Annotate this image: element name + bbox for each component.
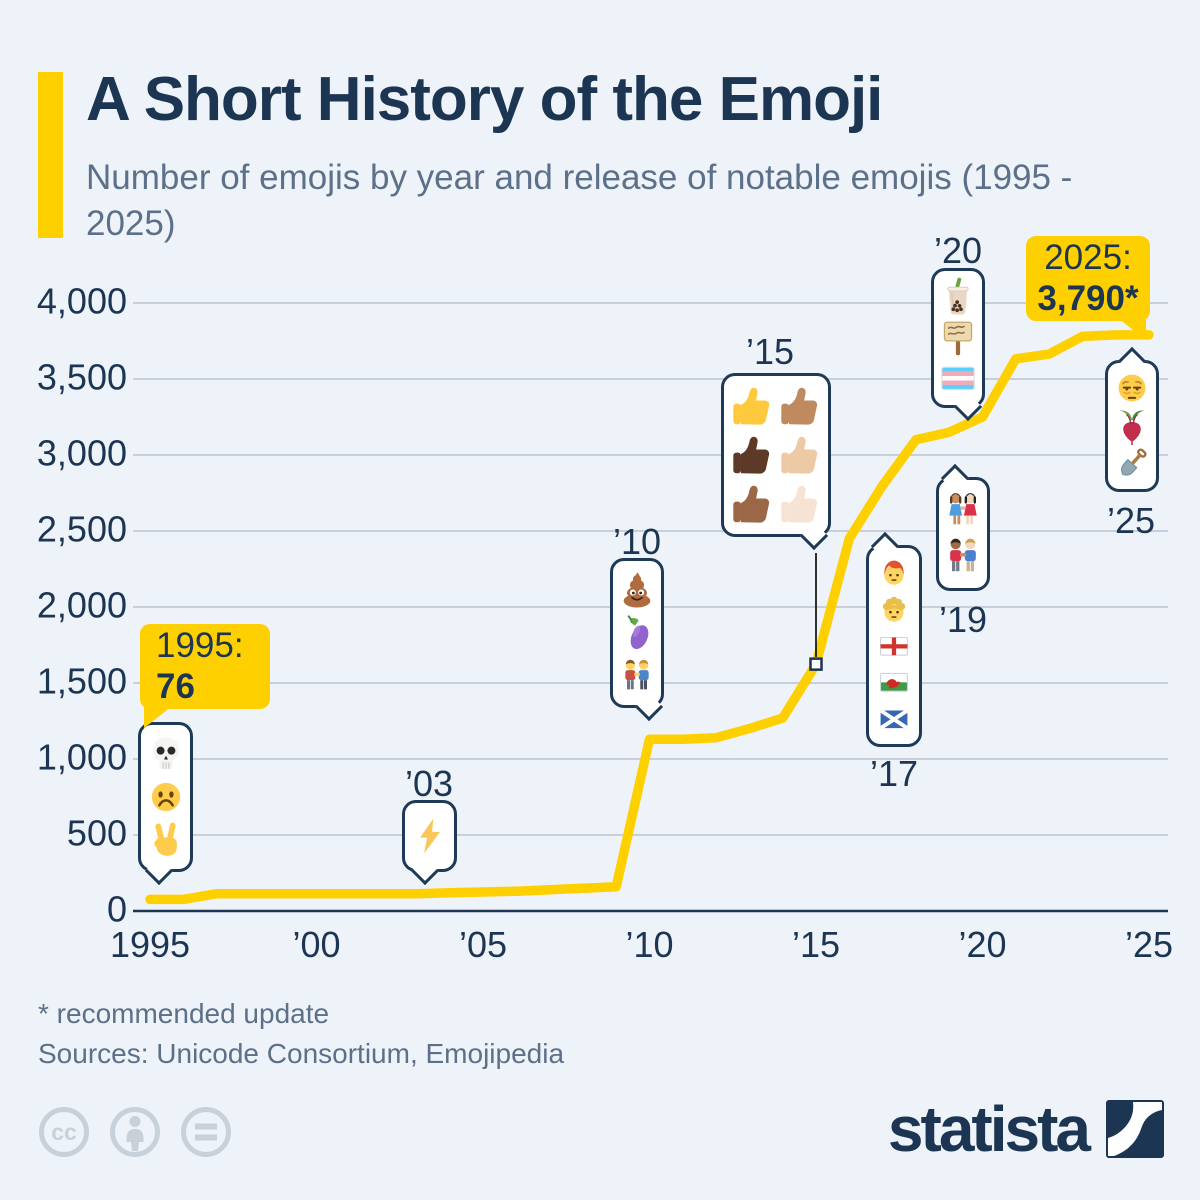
milestone-callout-2015 [721, 373, 831, 551]
milestone-callout-2017 [866, 531, 922, 747]
beetroot-icon [1113, 407, 1151, 445]
equals-icon [181, 1107, 231, 1157]
thumbs-up-icon-default [729, 383, 775, 429]
high-voltage-icon [410, 816, 450, 856]
frowning-face-icon [146, 777, 186, 817]
end-value-number: 3,790* [1037, 279, 1139, 318]
y-tick-label: 0 [106, 888, 127, 930]
start-value-year: 1995: [156, 626, 244, 665]
x-tick-label: ’15 [791, 924, 841, 965]
men-holding-hands-icon [617, 656, 657, 696]
thumbs-up-icon-medium-light [777, 432, 823, 478]
start-value-label: 1995: 76 [140, 624, 270, 728]
end-value-year: 2025: [1044, 238, 1132, 277]
thumbs-up-icon-light [777, 481, 823, 527]
sources: Sources: Unicode Consortium, Emojipedia [38, 1038, 565, 1069]
x-tick-label: 1995 [109, 924, 191, 965]
transgender-flag-icon [937, 358, 979, 399]
milestone-callout-2020 [931, 268, 985, 422]
person-curly-hair-icon [877, 593, 911, 627]
cc-icon: cc [39, 1107, 89, 1157]
attribution-icon [110, 1107, 160, 1157]
x-tick-label: ’20 [958, 924, 1007, 965]
page-subtitle: Number of emojis by year and release of … [86, 158, 1073, 243]
milestone-year-label-2019: ’19 [938, 599, 988, 640]
milestone-callout-2003 [402, 800, 457, 886]
data-point-marker-2015 [809, 657, 823, 671]
person-red-hair-icon [877, 556, 911, 590]
x-tick-label: ’10 [625, 924, 674, 965]
footnote: * recommended update [38, 998, 330, 1029]
x-tick-label: ’05 [458, 924, 508, 965]
victory-hand-icon [146, 820, 186, 860]
milestone-year-label-2003: ’03 [404, 763, 454, 804]
milestone-year-label-2015: ’15 [745, 331, 795, 372]
y-tick-label: 4,000 [36, 280, 127, 322]
bubble-tea-icon [937, 277, 979, 318]
thumbs-up-icon-medium [777, 383, 823, 429]
milestone-callout-2025 [1105, 346, 1159, 492]
shovel-icon [1113, 445, 1151, 483]
milestone-year-label-2025: ’25 [1106, 500, 1156, 541]
statista-logo-text: statista [887, 1093, 1091, 1165]
statista-branding: statista [887, 1093, 1164, 1165]
license-icons: cc [38, 1104, 262, 1165]
emoji-count-line [145, 330, 1154, 905]
svg-text:cc: cc [51, 1119, 77, 1145]
page-title: A Short History of the Emoji [86, 65, 883, 134]
x-tick-label: ’25 [1124, 924, 1174, 965]
eggplant-icon [617, 613, 657, 653]
y-tick-label: 2,500 [36, 508, 127, 550]
thumbs-up-icon-medium-dark [729, 481, 775, 527]
milestone-year-label-2020: ’20 [933, 230, 983, 271]
flag-wales-icon [877, 665, 911, 699]
flag-scotland-icon [877, 702, 911, 736]
x-tick-label: ’00 [292, 924, 341, 965]
men-holding-hands-skin-tones-icon [941, 535, 985, 579]
milestone-callout-2019 [936, 463, 990, 591]
end-value-label: 2025: 3,790* [1026, 236, 1150, 340]
y-tick-label: 3,500 [36, 356, 127, 398]
thumbs-up-icon-dark [729, 432, 775, 478]
y-tick-label: 1,000 [36, 736, 127, 778]
flag-england-icon [877, 629, 911, 663]
milestone-year-label-2010: ’10 [612, 521, 662, 562]
pile-of-poo-icon [617, 570, 657, 610]
milestone-year-label-2017: ’17 [869, 753, 919, 794]
y-tick-label: 2,000 [36, 584, 127, 626]
milestone-callout-1995 [138, 722, 193, 886]
y-tick-label: 500 [66, 812, 127, 854]
statista-logo-mark [1106, 1100, 1164, 1158]
milestone-callout-2010 [610, 558, 664, 722]
y-tick-label: 3,000 [36, 432, 127, 474]
y-tick-label: 1,500 [36, 660, 127, 702]
skull-icon [146, 734, 186, 774]
start-value-number: 76 [156, 667, 195, 706]
women-holding-hands-icon [941, 489, 985, 533]
title-accent-bar [38, 72, 63, 238]
placard-icon [937, 318, 979, 359]
